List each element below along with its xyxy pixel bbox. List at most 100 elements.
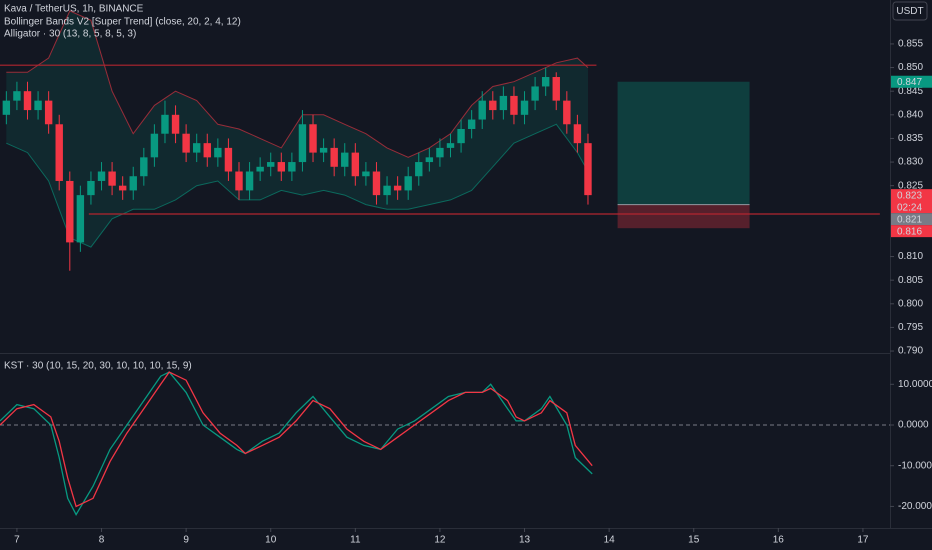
y-tick-label: 0.845: [898, 86, 923, 97]
x-tick-label: 10: [265, 535, 277, 546]
candle-body: [351, 152, 360, 177]
candle-body: [531, 86, 539, 101]
x-tick-label: 11: [350, 535, 361, 546]
candle-body: [245, 171, 254, 191]
band-fill: [6, 10, 589, 248]
target-price-badge: [891, 75, 932, 88]
candle-body: [489, 100, 497, 111]
candle-body: [55, 124, 63, 181]
candle-body: [2, 100, 11, 115]
x-tick-label: 7: [14, 535, 20, 546]
candle-body: [330, 147, 338, 167]
x-tick-label: 15: [688, 535, 700, 546]
candle-body: [288, 162, 296, 172]
candle-body: [235, 171, 243, 191]
currency-label[interactable]: USDT: [896, 6, 923, 17]
countdown-label: 02:24: [897, 202, 922, 213]
y-tick-label: 0.855: [898, 39, 923, 50]
candle-body: [319, 147, 328, 153]
candle-body: [478, 100, 486, 120]
x-tick-label: 13: [519, 535, 531, 546]
y-tick-label: 0.835: [898, 133, 923, 144]
last-price-badge-label: 0.823: [897, 190, 922, 201]
y-tick-label: 0.830: [898, 157, 923, 168]
currency-button[interactable]: [892, 1, 928, 21]
candle-body: [214, 147, 222, 158]
x-tick-label: 9: [183, 535, 189, 546]
kst-line: [0, 371, 593, 516]
last-price-badge: [891, 189, 932, 214]
profit-zone: [617, 81, 750, 205]
candle-body: [552, 77, 560, 101]
y-tick-label: 0.800: [898, 298, 923, 309]
candle-body: [87, 180, 95, 196]
candle-body: [372, 171, 381, 196]
candle-body: [277, 162, 285, 172]
candle-body: [34, 100, 42, 111]
x-tick-label: 12: [434, 535, 446, 546]
candle-body: [108, 171, 116, 186]
candle-body: [118, 185, 127, 191]
candle-body: [309, 124, 317, 153]
candle-body: [267, 162, 275, 167]
candle-body: [563, 100, 571, 125]
y-tick-label: 0.850: [898, 62, 923, 73]
candle-body: [203, 143, 211, 158]
candle-body: [298, 124, 307, 163]
band-lower: [6, 123, 589, 248]
x-tick-label: 17: [857, 535, 869, 546]
candle-body: [97, 171, 106, 181]
candle-body: [66, 180, 74, 243]
y-tick-label: -20.0000: [898, 501, 932, 512]
stop-price-badge-label: 0.816: [897, 226, 922, 237]
candle-body: [383, 185, 391, 196]
candle-body: [23, 91, 32, 111]
candle-body: [393, 185, 402, 191]
entry-price-badge: [891, 213, 932, 226]
loss-zone: [617, 204, 750, 229]
x-tick-label: 8: [99, 535, 105, 546]
kst-line: [0, 371, 593, 508]
candle-body: [404, 176, 412, 191]
candle-body: [415, 162, 423, 177]
y-tick-label: 0.795: [898, 322, 923, 333]
candle-body: [182, 133, 190, 153]
indicator-label: Bollinger Bands V2 [Super Trend] (close,…: [4, 17, 241, 28]
y-tick-label: -10.0000: [898, 460, 932, 471]
candle-body: [129, 176, 137, 191]
candle-body: [140, 157, 148, 177]
x-tick-label: 14: [604, 535, 616, 546]
candle-body: [499, 95, 508, 111]
y-tick-label: 0.805: [898, 275, 923, 286]
candle-body: [520, 100, 529, 115]
candle-body: [76, 195, 85, 243]
candle-body: [44, 100, 53, 125]
candle-body: [573, 124, 582, 144]
indicator-label: Alligator · 30 (13, 8, 5, 8, 5, 3): [4, 29, 136, 40]
candle-body: [541, 77, 550, 87]
y-tick-label: 0.810: [898, 251, 923, 262]
candle-body: [467, 119, 476, 129]
stop-price-badge: [891, 225, 932, 238]
candle-body: [192, 143, 201, 153]
candle-body: [224, 147, 233, 172]
candle-body: [510, 95, 518, 115]
candle-body: [150, 133, 159, 158]
candle-body: [584, 143, 592, 196]
plot: 0.855 0.850 0.845 0.840 0.835 0.830 0.825 0.810…: [0, 10, 932, 546]
entry-price-badge-label: 0.821: [897, 214, 922, 225]
candle-body: [457, 128, 465, 144]
candle-body: [425, 157, 434, 163]
x-tick-label: 16: [773, 535, 785, 546]
y-tick-label: 0.790: [898, 346, 923, 357]
candle-body: [171, 114, 180, 134]
symbol-title: Kava / TetherUS, 1h, BINANCE: [4, 4, 144, 15]
y-tick-label: 10.0000: [898, 379, 932, 390]
target-price-badge-label: 0.847: [897, 77, 922, 88]
y-tick-label: 0.840: [898, 109, 923, 120]
kst-title: KST · 30 (10, 15, 20, 30, 10, 10, 10, 15…: [4, 361, 192, 372]
candle-body: [341, 152, 349, 167]
